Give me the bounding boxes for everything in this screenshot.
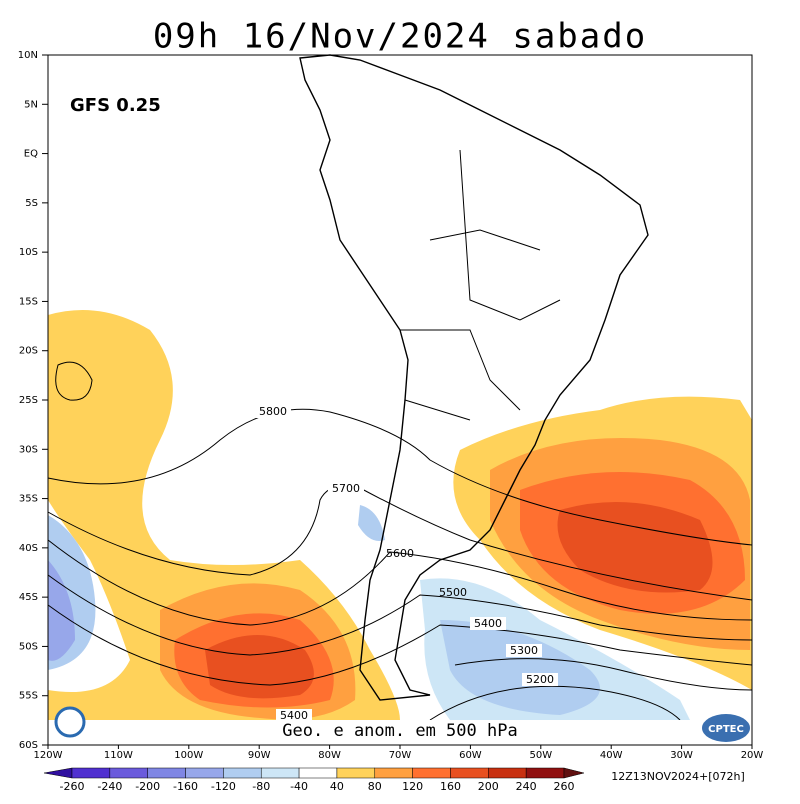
lat-label: EQ [24, 149, 38, 160]
contour-label: 5600 [386, 547, 414, 560]
lat-label: 10N [18, 50, 38, 61]
negative-anomaly [48, 560, 75, 661]
cptec-logo-bg [702, 714, 750, 742]
colorbar-cell [336, 767, 376, 779]
lat-label: 5S [25, 198, 38, 209]
contour-label: 5400 [474, 617, 502, 630]
colorbar-cell [223, 767, 262, 779]
colorbar-label: 160 [440, 780, 461, 793]
colorbar-cell [450, 767, 489, 779]
colorbar-label: 260 [554, 780, 575, 793]
contour-label: 5300 [510, 644, 538, 657]
colorbar-label: 200 [478, 780, 499, 793]
lon-label: 50W [529, 750, 552, 761]
lon-label: 120W [34, 750, 63, 761]
negative-anomaly [440, 620, 600, 715]
contour-label: 5400 [280, 709, 308, 722]
lat-label: 60S [19, 740, 38, 751]
colorbar-arrow [563, 767, 585, 779]
lat-label: 25S [19, 395, 38, 406]
lon-label: 60W [459, 750, 482, 761]
colorbar-cell [298, 767, 338, 779]
colorbar-cell [71, 767, 111, 779]
positive-anomaly [557, 502, 713, 593]
lon-label: 20W [741, 750, 764, 761]
lon-axis: 120W 110W 100W 90W 80W 70W 60W 50W 40W 30W 20W [34, 745, 764, 761]
negative-anomaly [358, 505, 385, 541]
lat-label: 40S [19, 543, 38, 554]
colorbar-label: 80 [368, 780, 382, 793]
lat-label: 50S [19, 641, 38, 652]
contour-label: 5700 [332, 482, 360, 495]
model-label: GFS 0.25 [70, 95, 161, 116]
lat-label: 35S [19, 494, 38, 505]
lon-label: 70W [389, 750, 412, 761]
colorbar-label: 240 [516, 780, 537, 793]
inpe-logo [54, 706, 86, 738]
lat-label: 10S [19, 247, 38, 258]
lon-label: 40W [600, 750, 623, 761]
colorbar: -260 -240 -200 -160 -120 -80 -40 40 80 120 160 200 2… [43, 767, 585, 793]
lon-label: 90W [248, 750, 271, 761]
colorbar-cell [260, 767, 300, 779]
caption-bg [48, 720, 752, 745]
colorbar-label: 40 [330, 780, 344, 793]
colorbar-label: -260 [60, 780, 85, 793]
lat-axis: 10N 5N EQ 5S 10S 15S 20S 25S 30S 35S 40S 45S 50S 55S 6… [18, 50, 48, 751]
title: 09h 16/Nov/2024 sabado [153, 17, 647, 57]
colorbar-label: -240 [97, 780, 122, 793]
borders [400, 149, 561, 421]
lat-label: 5N [24, 99, 38, 110]
colorbar-cell [147, 767, 186, 779]
run-info: 12Z13NOV2024+[072h] [611, 770, 745, 783]
lat-label: 20S [19, 346, 38, 357]
lon-label: 80W [318, 750, 341, 761]
contour-label: 5500 [439, 586, 467, 599]
colorbar-label: -120 [211, 780, 236, 793]
contour-label: 5800 [259, 405, 287, 418]
contour-labels: 5800 5700 5600 5500 5400 5300 5200 5400 [255, 405, 558, 722]
lat-label: 55S [19, 691, 38, 702]
caption: Geo. e anom. em 500 hPa [282, 721, 517, 741]
colorbar-label: -40 [290, 780, 308, 793]
colorbar-label: -200 [135, 780, 160, 793]
cptec-logo: CPTEC [708, 724, 744, 735]
colorbar-label: 120 [402, 780, 423, 793]
lon-label: 110W [104, 750, 133, 761]
colorbar-cell [488, 767, 527, 779]
contours [47, 361, 753, 721]
lat-label: 30S [19, 444, 38, 455]
lon-label: 30W [670, 750, 693, 761]
lon-label: 100W [174, 750, 203, 761]
colorbar-arrow [43, 767, 73, 779]
map-area: 5800 5700 5600 5500 5400 5300 5200 5400 … [47, 54, 753, 746]
lat-label: 15S [19, 296, 38, 307]
colorbar-cell [109, 767, 148, 779]
colorbar-cell [412, 767, 451, 779]
coastline [299, 54, 649, 701]
lat-label: 45S [19, 592, 38, 603]
colorbar-cell [525, 767, 565, 779]
contour-label: 5200 [526, 673, 554, 686]
colorbar-label: -160 [173, 780, 198, 793]
colorbar-cell [185, 767, 224, 779]
colorbar-cell [374, 767, 413, 779]
colorbar-label: -80 [252, 780, 270, 793]
